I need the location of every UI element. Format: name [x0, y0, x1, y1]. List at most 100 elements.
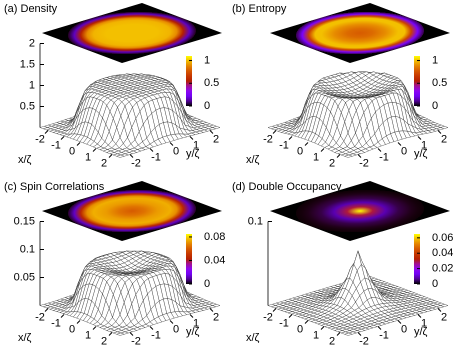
x-tick-label: 2	[101, 157, 107, 169]
colorbar-tick-label: 0	[204, 278, 210, 290]
x-tick	[44, 130, 49, 134]
x-tick	[288, 314, 293, 318]
panel-title: (a) Density	[4, 3, 58, 15]
y-tick-label: -2	[131, 157, 141, 169]
x-tick-label: 0	[297, 323, 303, 335]
x-tick	[92, 326, 97, 330]
x-tick-label: 2	[329, 335, 335, 347]
z-tick-label: 0.5	[20, 100, 35, 112]
x-tick-label: -1	[51, 139, 61, 151]
y-tick-label: 2	[213, 133, 219, 145]
y-tick-label: -2	[131, 335, 141, 347]
y-tick-label: -1	[151, 151, 161, 163]
x-tick-label: 1	[85, 151, 91, 163]
y-tick-label: 2	[441, 133, 447, 145]
colorbar	[414, 234, 420, 284]
z-tick-label: 1	[29, 79, 35, 91]
x-tick-label: -2	[263, 133, 273, 145]
y-tick-label: 2	[441, 311, 447, 323]
y-tick	[189, 314, 194, 318]
x-tick-label: -2	[35, 311, 45, 323]
y-tick	[129, 154, 134, 158]
x-tick	[108, 332, 113, 336]
x-tick-label: 1	[313, 151, 319, 163]
colorbar	[186, 234, 192, 284]
x-tick-label: 1	[85, 329, 91, 341]
x-tick-label: 0	[69, 145, 75, 157]
colorbar-tick-label: 0.5	[204, 77, 219, 89]
y-tick	[189, 136, 194, 140]
colorbar-tick-label: 1	[204, 54, 210, 66]
z-tick-label: 0.1	[20, 243, 35, 255]
colorbar-tick-label: 0	[432, 100, 438, 112]
color-map	[42, 3, 222, 63]
colorbar	[186, 56, 192, 106]
y-tick	[377, 148, 382, 152]
y-tick-label: -1	[151, 329, 161, 341]
z-tick-label: 2	[29, 37, 35, 49]
x-tick-label: -1	[279, 317, 289, 329]
y-tick-label: -1	[379, 329, 389, 341]
x-tick	[60, 136, 65, 140]
colorbar-tick-label: 0.06	[432, 232, 453, 244]
y-axis-label: y/ζ	[186, 148, 200, 160]
z-tick-label: 1.5	[20, 58, 35, 70]
x-tick	[76, 320, 81, 324]
panel-title: (c) Spin Correlations	[4, 181, 105, 193]
x-tick	[304, 320, 309, 324]
x-axis-label: x/ζ	[246, 332, 260, 344]
x-tick	[336, 154, 341, 158]
x-tick	[108, 154, 113, 158]
z-tick-label: 0.15	[14, 215, 35, 227]
mesh-cell	[116, 154, 125, 158]
x-tick	[76, 142, 81, 146]
x-tick	[60, 314, 65, 318]
colorbar-tick-label: 0	[204, 100, 210, 112]
x-tick	[272, 308, 277, 312]
y-tick-label: 1	[421, 317, 427, 329]
y-tick-label: -2	[359, 157, 369, 169]
x-tick-label: 0	[297, 145, 303, 157]
x-tick-label: 1	[313, 329, 319, 341]
x-axis-label: x/ζ	[18, 332, 32, 344]
y-tick	[129, 332, 134, 336]
mesh-cell	[344, 332, 353, 336]
x-tick-label: -1	[51, 317, 61, 329]
panel: (b) Entropy-2 -1 0 1 2 -2 -1 0 1 2x/ζ y/ζ00.51	[232, 3, 450, 169]
y-axis-label: y/ζ	[186, 326, 200, 338]
y-tick-label: 0	[401, 323, 407, 335]
x-tick-label: 2	[101, 335, 107, 347]
y-tick	[169, 320, 174, 324]
y-tick	[397, 142, 402, 146]
color-map	[42, 181, 222, 241]
x-tick	[272, 130, 277, 134]
y-tick-label: 1	[193, 139, 199, 151]
colorbar	[414, 56, 420, 106]
y-tick-label: 1	[193, 317, 199, 329]
y-tick	[209, 130, 214, 134]
y-tick	[437, 308, 442, 312]
x-tick	[44, 308, 49, 312]
colorbar-tick-label: 0.02	[432, 263, 453, 275]
y-tick	[417, 314, 422, 318]
x-tick	[320, 148, 325, 152]
mesh-cell	[344, 154, 353, 158]
surface	[267, 71, 449, 158]
panel-title: (d) Double Occupancy	[232, 181, 342, 193]
surface	[267, 250, 449, 336]
y-tick	[397, 320, 402, 324]
y-tick	[169, 142, 174, 146]
x-tick-label: 0	[69, 323, 75, 335]
colorbar-tick-label: 0.04	[432, 247, 453, 259]
colorbar-tick-label: 0.04	[204, 254, 225, 266]
y-tick-label: -1	[379, 151, 389, 163]
y-tick	[417, 136, 422, 140]
y-tick-label: 0	[401, 145, 407, 157]
y-tick	[209, 308, 214, 312]
z-tick-label: 0.1	[248, 215, 263, 227]
colorbar-tick-label: 0.08	[204, 231, 225, 243]
x-tick	[304, 142, 309, 146]
